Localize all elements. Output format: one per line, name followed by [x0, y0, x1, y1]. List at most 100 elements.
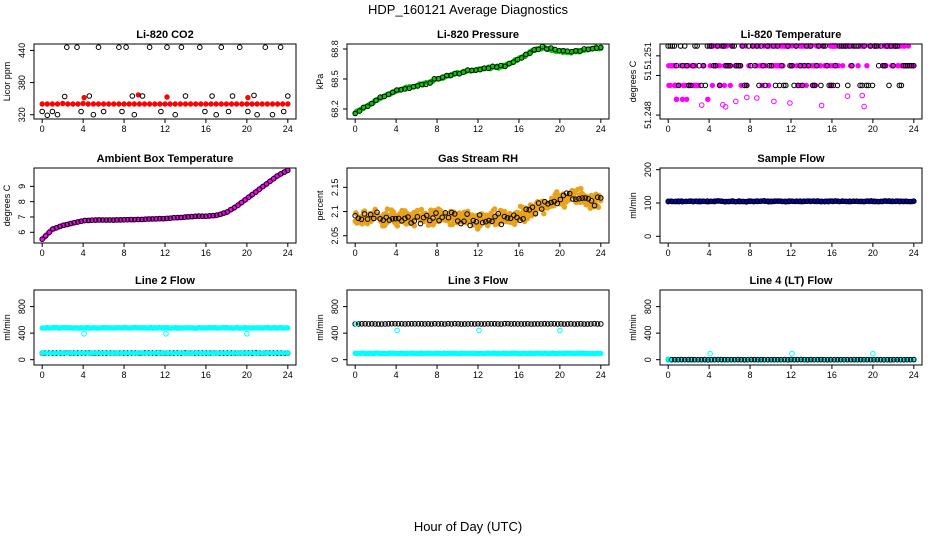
data-point: [81, 94, 87, 101]
x-tick-label: 8: [748, 370, 753, 380]
data-point: [544, 321, 551, 327]
data-point: [199, 213, 206, 219]
data-point: [356, 108, 363, 114]
data-point: [60, 222, 67, 229]
data-point: [364, 103, 371, 110]
data-point: [105, 101, 112, 107]
data-point: [572, 190, 578, 196]
data-point: [213, 212, 220, 218]
data-point: [691, 356, 698, 363]
data-point: [527, 50, 533, 56]
data-point: [825, 198, 832, 205]
data-point: [740, 198, 746, 205]
data-point: [244, 101, 250, 107]
data-point: [395, 321, 402, 327]
data-point: [42, 233, 49, 239]
data-point: [864, 62, 870, 69]
data-point: [864, 198, 871, 204]
panel-title: Gas Stream RH: [438, 153, 518, 165]
data-points: [39, 44, 291, 119]
data-point: [476, 212, 483, 218]
panel-title: Line 4 (LT) Flow: [750, 275, 833, 287]
data-point: [598, 350, 604, 357]
data-point: [498, 221, 505, 228]
data-point: [198, 101, 204, 107]
data-point: [744, 94, 750, 101]
data-point: [510, 59, 517, 65]
data-point: [414, 214, 421, 220]
data-point: [380, 217, 387, 223]
data-point: [786, 198, 793, 204]
data-point: [491, 321, 498, 327]
data-point: [465, 321, 471, 327]
data-point: [57, 223, 63, 230]
data-point: [768, 62, 775, 69]
data-point: [518, 55, 525, 61]
data-point: [845, 82, 851, 89]
y-tick-label: 800: [643, 299, 653, 314]
data-point: [394, 223, 401, 229]
data-point: [353, 321, 360, 327]
data-point: [121, 101, 127, 107]
data-point: [668, 198, 675, 205]
data-point: [100, 101, 107, 107]
data-point: [254, 101, 260, 107]
data-point: [688, 356, 695, 363]
data-point: [882, 62, 888, 69]
data-point: [725, 356, 731, 363]
data-point: [238, 199, 245, 206]
data-point: [801, 356, 808, 363]
data-point: [451, 211, 458, 217]
data-point: [152, 101, 158, 107]
data-point: [501, 213, 508, 220]
data-point: [82, 217, 88, 224]
x-tick-label: 12: [473, 370, 483, 380]
data-point: [707, 350, 713, 357]
data-point: [39, 108, 46, 115]
data-point: [829, 198, 835, 204]
data-point: [850, 198, 857, 204]
data-point: [722, 199, 728, 205]
data-point: [708, 356, 715, 363]
data-point: [748, 356, 755, 363]
data-point: [591, 202, 598, 209]
data-point: [551, 321, 558, 327]
y-axis-label: Licor ppm: [2, 62, 12, 102]
data-point: [209, 93, 215, 99]
data-point: [676, 198, 682, 205]
data-point: [811, 356, 818, 363]
data-point: [428, 321, 435, 327]
data-point: [439, 214, 446, 221]
x-tick-label: 20: [555, 370, 565, 380]
data-point: [747, 198, 753, 205]
data-point: [162, 101, 168, 107]
data-point: [192, 213, 199, 220]
x-tick-label: 20: [242, 248, 252, 258]
data-point: [908, 62, 915, 69]
data-point: [442, 321, 448, 327]
data-point: [158, 108, 164, 115]
data-point: [433, 210, 439, 216]
data-point: [208, 101, 214, 107]
data-point: [196, 213, 202, 219]
data-point: [390, 209, 396, 215]
data-point: [131, 101, 137, 107]
data-point: [573, 196, 579, 202]
data-point: [405, 321, 412, 327]
data-point: [808, 356, 814, 363]
data-point: [438, 321, 445, 327]
x-tick-label: 24: [909, 248, 919, 258]
data-point: [907, 198, 914, 205]
data-point: [448, 209, 455, 216]
panel-title: Li-820 Temperature: [741, 29, 842, 41]
data-point: [900, 62, 907, 69]
data-point: [78, 108, 84, 115]
x-tick-label: 20: [868, 248, 878, 258]
data-point: [239, 101, 245, 107]
data-point: [518, 321, 525, 327]
data-point: [879, 198, 885, 205]
data-point: [564, 321, 571, 327]
data-point: [274, 101, 281, 107]
data-point: [576, 195, 582, 202]
data-point: [507, 215, 514, 222]
